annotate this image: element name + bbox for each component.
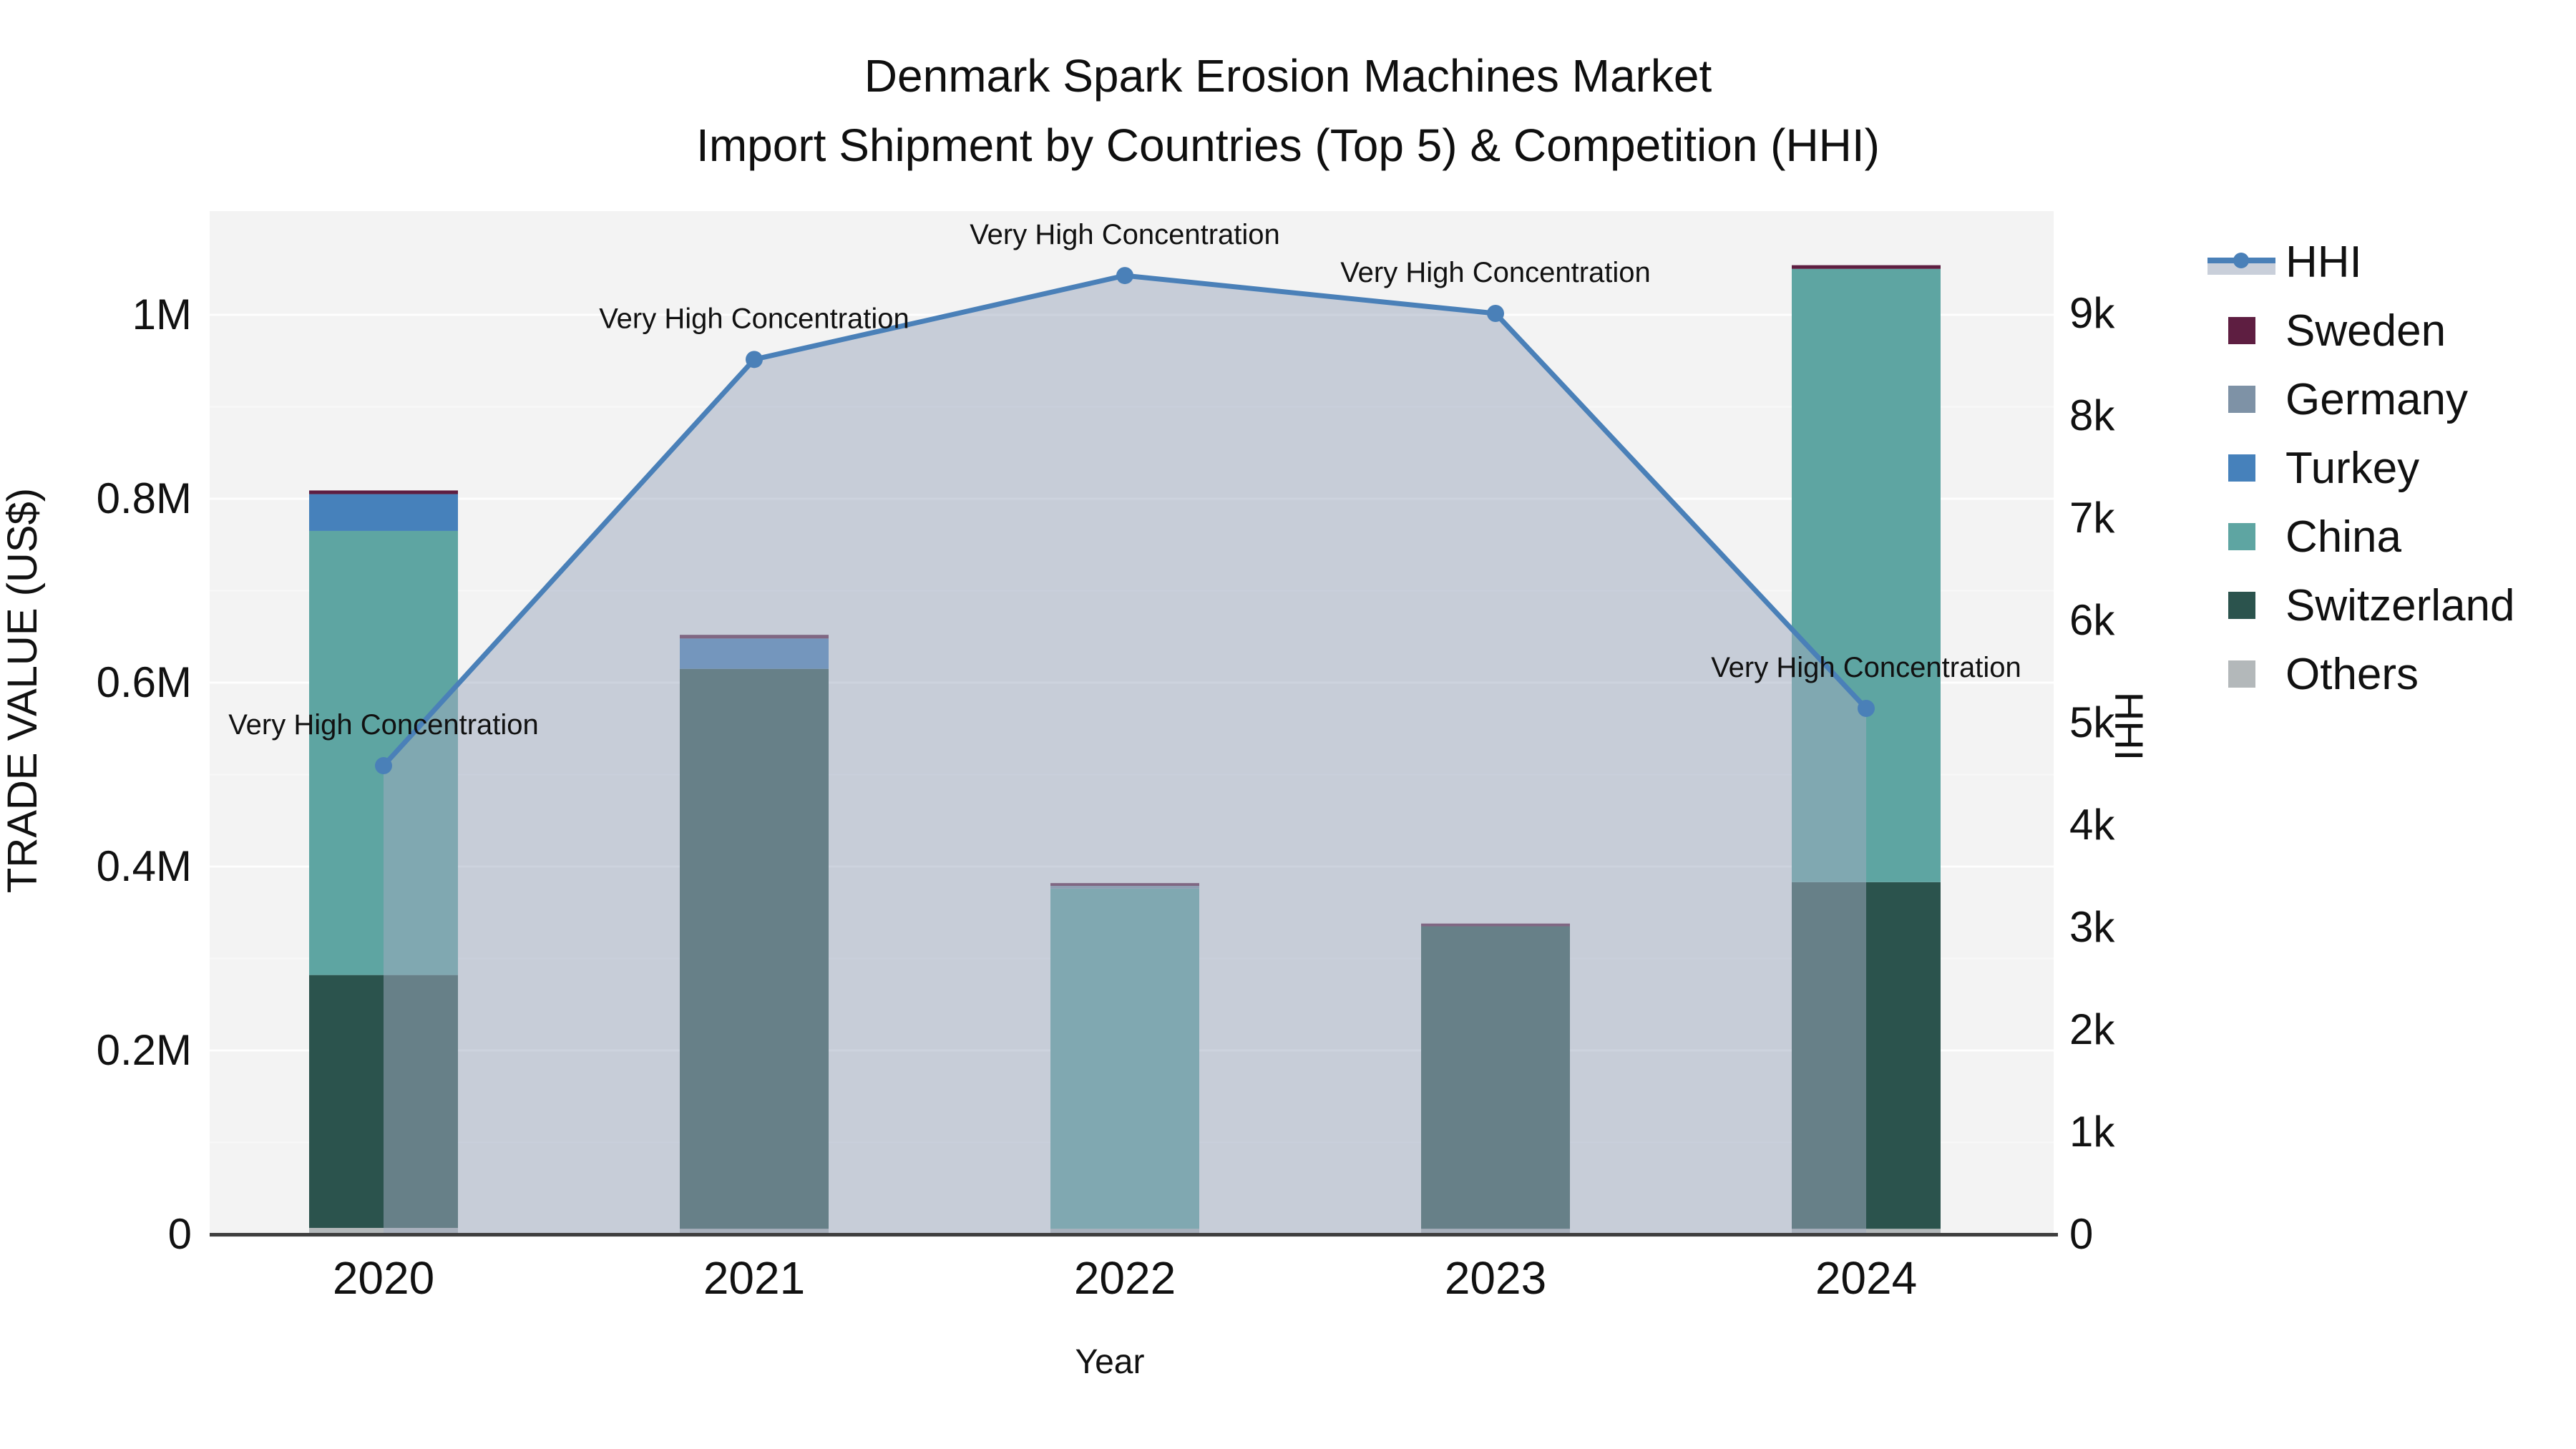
x-tick-2022: 2022 bbox=[1074, 1252, 1176, 1304]
legend-item-china[interactable]: China bbox=[2207, 502, 2514, 571]
y-axis-title-left: TRADE VALUE (US$) bbox=[0, 487, 46, 894]
switzerland-swatch-icon bbox=[2228, 592, 2255, 619]
hhi-marker-2022[interactable] bbox=[1116, 267, 1133, 285]
legend-item-others[interactable]: Others bbox=[2207, 640, 2514, 708]
hhi-line-swatch-icon bbox=[2207, 246, 2275, 278]
y-right-tick-2k: 2k bbox=[2069, 1005, 2115, 1053]
legend-label: Turkey bbox=[2285, 443, 2420, 493]
y-right-tick-9k: 9k bbox=[2069, 289, 2115, 337]
legend-item-germany[interactable]: Germany bbox=[2207, 365, 2514, 434]
hhi-marker-2020[interactable] bbox=[375, 757, 392, 775]
legend-item-sweden[interactable]: Sweden bbox=[2207, 296, 2514, 365]
y-right-tick-0: 0 bbox=[2069, 1210, 2093, 1258]
legend-label: Germany bbox=[2285, 374, 2468, 424]
y-left-tick-0.6M: 0.6M bbox=[97, 658, 192, 706]
hhi-area-fill bbox=[384, 275, 1866, 1235]
x-tick-2021: 2021 bbox=[703, 1252, 805, 1304]
turkey-swatch-icon bbox=[2228, 454, 2255, 482]
chart-title-line2: Import Shipment by Countries (Top 5) & C… bbox=[696, 119, 1880, 171]
annotation-2022: Very High Concentration bbox=[970, 219, 1280, 250]
hhi-marker-2023[interactable] bbox=[1487, 305, 1504, 322]
china-swatch-icon bbox=[2228, 523, 2255, 550]
legend-label: Switzerland bbox=[2285, 580, 2515, 630]
hhi-marker-2024[interactable] bbox=[1858, 699, 1875, 717]
y-right-tick-1k: 1k bbox=[2069, 1108, 2115, 1156]
x-axis-title: Year bbox=[1075, 1343, 1145, 1381]
legend-label: China bbox=[2285, 512, 2401, 562]
x-tick-2020: 2020 bbox=[333, 1252, 434, 1304]
y-right-tick-4k: 4k bbox=[2069, 801, 2115, 849]
x-tick-2023: 2023 bbox=[1445, 1252, 1546, 1304]
chart-title: Denmark Spark Erosion Machines Market Im… bbox=[0, 42, 2576, 180]
y-right-tick-3k: 3k bbox=[2069, 903, 2115, 951]
legend-label: Others bbox=[2285, 649, 2419, 699]
legend-item-hhi[interactable]: HHI bbox=[2207, 228, 2514, 296]
annotation-2020: Very High Concentration bbox=[228, 709, 539, 741]
y-left-tick-0.8M: 0.8M bbox=[97, 474, 192, 522]
y-left-tick-1M: 1M bbox=[132, 291, 192, 338]
annotation-2023: Very High Concentration bbox=[1340, 257, 1651, 288]
chart-title-line1: Denmark Spark Erosion Machines Market bbox=[864, 50, 1712, 102]
others-swatch-icon bbox=[2228, 660, 2255, 688]
y-left-tick-0.4M: 0.4M bbox=[97, 842, 192, 890]
y-right-tick-5k: 5k bbox=[2069, 698, 2115, 746]
y-left-tick-0.2M: 0.2M bbox=[97, 1026, 192, 1074]
y-axis-title-right: HHI bbox=[2107, 691, 2152, 761]
hhi-marker-2021[interactable] bbox=[746, 351, 763, 369]
y-left-tick-0: 0 bbox=[168, 1210, 192, 1258]
legend-item-switzerland[interactable]: Switzerland bbox=[2207, 571, 2514, 640]
germany-swatch-icon bbox=[2228, 386, 2255, 413]
annotation-2024: Very High Concentration bbox=[1711, 652, 2021, 683]
legend-label: Sweden bbox=[2285, 306, 2446, 356]
annotation-2021: Very High Concentration bbox=[599, 303, 909, 334]
y-right-tick-7k: 7k bbox=[2069, 494, 2115, 542]
x-axis-line bbox=[210, 1233, 2058, 1236]
x-tick-2024: 2024 bbox=[1815, 1252, 1917, 1304]
legend: HHI Sweden Germany Turkey China Switzerl… bbox=[2207, 228, 2514, 708]
bar-segment-sweden-2024[interactable] bbox=[1792, 265, 1941, 269]
sweden-swatch-icon bbox=[2228, 317, 2255, 344]
y-right-tick-6k: 6k bbox=[2069, 596, 2115, 644]
bar-segment-turkey-2020[interactable] bbox=[309, 494, 458, 531]
legend-item-turkey[interactable]: Turkey bbox=[2207, 434, 2514, 502]
bar-segment-sweden-2020[interactable] bbox=[309, 490, 458, 494]
y-right-tick-8k: 8k bbox=[2069, 391, 2115, 439]
legend-label: HHI bbox=[2285, 237, 2362, 287]
